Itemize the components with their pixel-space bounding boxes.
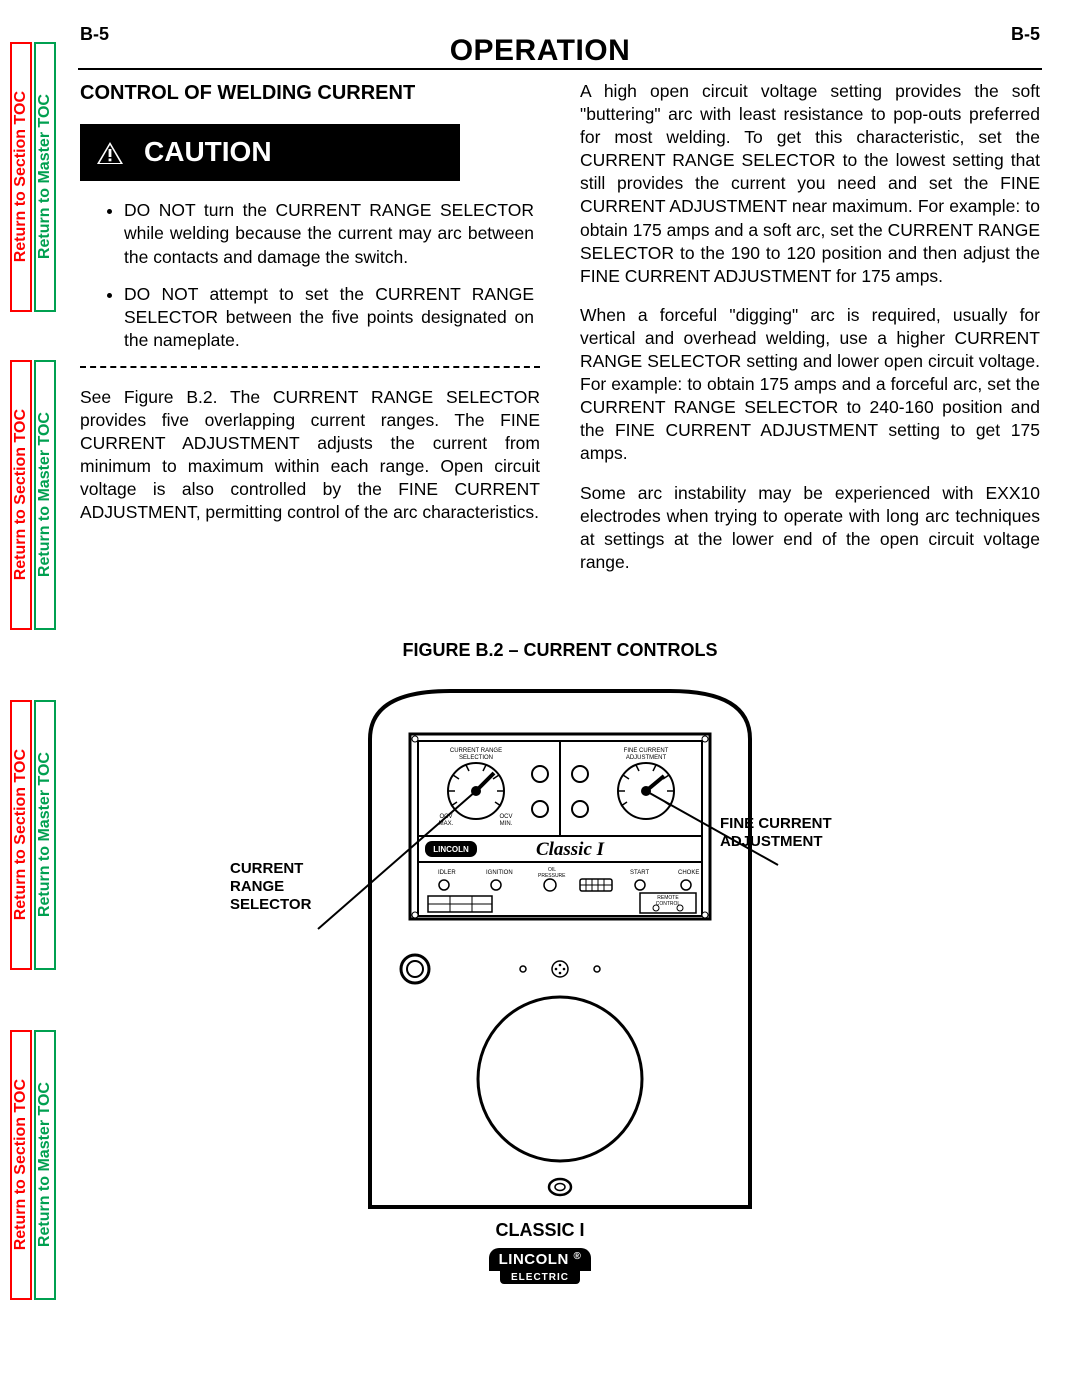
caution-label: CAUTION — [144, 134, 272, 171]
return-section-toc-link[interactable]: Return to Section TOC — [10, 360, 32, 630]
warning-triangle-icon — [96, 141, 124, 165]
svg-text:IGNITION: IGNITION — [486, 870, 513, 876]
body-paragraph: A high open circuit voltage setting prov… — [580, 80, 1040, 288]
svg-text:MIN.: MIN. — [500, 821, 513, 827]
logo-bottom-text: ELECTRIC — [500, 1271, 580, 1284]
dial-left-caption: CURRENT RANGE — [450, 748, 502, 754]
master-toc-label: Return to Master TOC — [36, 412, 54, 577]
svg-text:START: START — [630, 870, 649, 876]
right-column: A high open circuit voltage setting prov… — [580, 80, 1040, 590]
svg-text:ADJUSTMENT: ADJUSTMENT — [626, 755, 667, 761]
header-rule — [78, 68, 1042, 70]
svg-text:SELECTION: SELECTION — [459, 755, 493, 761]
figure-b2: FIGURE B.2 – CURRENT CONTROLS CURRENT RA… — [80, 640, 1040, 1219]
svg-text:OCV: OCV — [499, 814, 512, 820]
bullet-item: DO NOT turn the CURRENT RANGE SELECTOR w… — [124, 199, 540, 268]
svg-text:PRESSURE: PRESSURE — [538, 873, 566, 879]
page-title: OPERATION — [0, 34, 1080, 68]
svg-text:IDLER: IDLER — [438, 870, 456, 876]
callout-current-range-selector: CURRENT RANGE SELECTOR — [230, 860, 311, 914]
panel-brand-text: Classic I — [536, 839, 605, 860]
logo-top-text: LINCOLN — [499, 1251, 569, 1268]
footer-model: CLASSIC I — [0, 1220, 1080, 1241]
svg-text:LINCOLN: LINCOLN — [433, 845, 469, 854]
body-paragraph: When a forceful "digging" arc is require… — [580, 304, 1040, 466]
section-toc-label: Return to Section TOC — [12, 749, 30, 920]
svg-text:CHOKE: CHOKE — [678, 870, 699, 876]
caution-banner: CAUTION — [80, 124, 460, 181]
master-toc-label: Return to Master TOC — [36, 752, 54, 917]
welder-diagram: CURRENT RANGE SELECTION OCV MAX. OCV MIN… — [280, 679, 840, 1219]
figure-caption: FIGURE B.2 – CURRENT CONTROLS — [80, 640, 1040, 661]
dial-right-caption: FINE CURRENT — [624, 748, 669, 754]
left-column: CONTROL OF WELDING CURRENT CAUTION DO NO… — [80, 80, 540, 540]
return-section-toc-link[interactable]: Return to Section TOC — [10, 700, 32, 970]
section-toc-label: Return to Section TOC — [12, 409, 30, 580]
return-section-toc-link[interactable]: Return to Section TOC — [10, 42, 32, 312]
master-toc-label: Return to Master TOC — [36, 94, 54, 259]
svg-text:CONTROL: CONTROL — [656, 901, 681, 907]
bullet-item: DO NOT attempt to set the CURRENT RANGE … — [124, 283, 540, 352]
registered-mark: ® — [573, 1251, 581, 1262]
return-master-toc-link[interactable]: Return to Master TOC — [34, 700, 56, 970]
section-toc-label: Return to Section TOC — [12, 91, 30, 262]
section-subhead: CONTROL OF WELDING CURRENT — [80, 80, 540, 106]
caution-bullets: DO NOT turn the CURRENT RANGE SELECTOR w… — [80, 199, 540, 352]
body-paragraph: See Figure B.2. The CURRENT RANGE SELECT… — [80, 386, 540, 525]
footer-logo: LINCOLN ® ELECTRIC — [0, 1248, 1080, 1284]
body-paragraph: Some arc instability may be experienced … — [580, 482, 1040, 574]
side-tabs: Return to Section TOC Return to Master T… — [10, 0, 60, 1397]
return-master-toc-link[interactable]: Return to Master TOC — [34, 42, 56, 312]
dashed-divider — [80, 366, 540, 368]
callout-fine-current-adjustment: FINE CURRENT ADJUSTMENT — [720, 815, 832, 851]
return-master-toc-link[interactable]: Return to Master TOC — [34, 360, 56, 630]
